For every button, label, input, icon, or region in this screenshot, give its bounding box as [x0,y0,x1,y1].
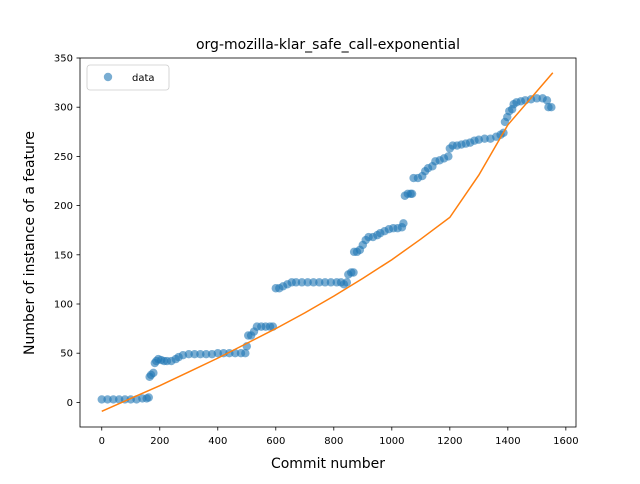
x-tick-label: 200 [150,436,169,447]
legend-label: data [132,73,155,84]
data-point [149,368,158,378]
y-tick-label: 250 [54,152,73,163]
data-point [547,103,556,112]
x-tick-label: 600 [266,436,285,447]
data-point [109,395,118,404]
x-tick-label: 1000 [379,436,404,447]
y-tick-label: 200 [54,201,73,212]
data-point [542,96,552,105]
data-point [532,94,542,103]
data-point [326,278,336,287]
x-tick-label: 1200 [437,436,462,447]
data-point [342,278,352,287]
data-point [196,349,205,359]
axes: 0 200 400 600 800 1000 1200 1400 1600 0 50 100 150 20… [54,54,579,448]
data-point [320,278,330,287]
y-tick-label: 50 [60,349,73,360]
x-tick-label: 0 [99,436,105,447]
axes-frame [79,57,577,428]
fit-line [101,72,554,412]
x-tick-label: 400 [208,436,227,447]
data-point [309,278,318,287]
x-tick-label: 1400 [495,436,520,447]
x-tick-label: 800 [324,436,343,447]
data-point [114,395,124,404]
y-axis-label: Number of instance of a feature [22,131,38,355]
data-point [144,393,153,402]
data-point [184,349,193,359]
data-point [315,278,324,287]
x-axis-label: Commit number [271,456,385,472]
data-point [219,349,228,358]
data-point [291,278,301,287]
y-tick-label: 300 [54,103,73,114]
data-point [201,349,211,359]
data-point [399,219,408,228]
legend-box [86,64,170,91]
data-point [407,189,417,198]
data-point [103,395,112,404]
chart-title: org-mozilla-klar_safe_call-exponential [196,37,460,53]
plot-area [97,72,556,412]
y-tick-label: 100 [54,300,73,311]
data-point [213,349,222,358]
data-point [349,268,358,277]
legend: data [86,64,170,91]
data-point [97,395,106,404]
data-point [303,278,312,287]
x-tick-label: 1600 [553,436,578,447]
data-point [480,134,489,143]
y-tick-label: 0 [67,398,73,409]
legend-marker [103,72,113,82]
data-point [190,349,199,359]
y-tick-label: 150 [54,250,73,261]
data-point [297,278,307,287]
y-tick-label: 350 [54,54,73,65]
data-point [444,152,453,161]
data-point [241,349,250,358]
